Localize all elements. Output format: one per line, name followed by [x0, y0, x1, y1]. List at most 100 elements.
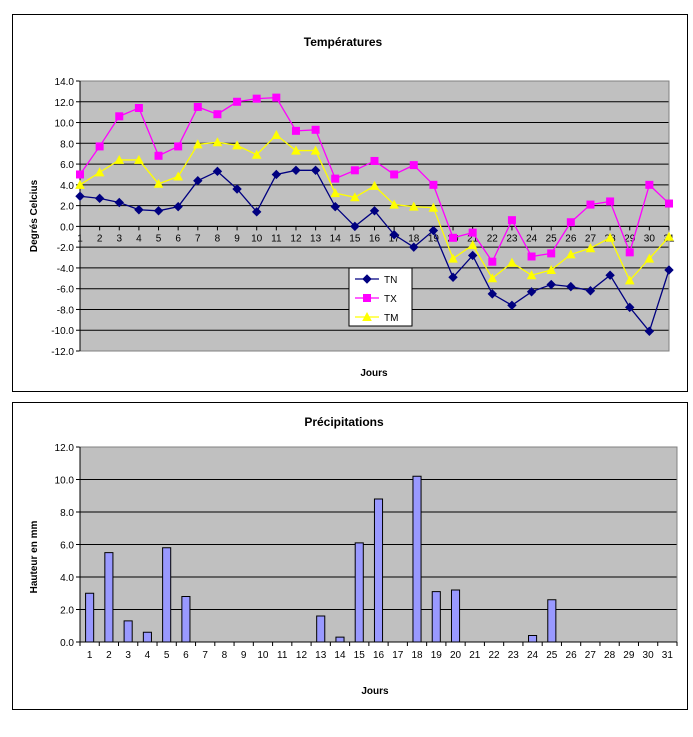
series-point-tx — [607, 198, 614, 205]
legend-label-tm: TM — [384, 313, 398, 324]
temperature-x-tick-label: 6 — [175, 233, 181, 244]
precipitation-x-tick-label: 6 — [183, 650, 189, 661]
precipitation-x-tick-label: 15 — [354, 650, 366, 661]
precipitation-y-tick-label: 6.0 — [60, 541, 74, 552]
precipitation-x-tick-label: 29 — [623, 650, 635, 661]
precipitation-x-tick-label: 12 — [296, 650, 308, 661]
temperature-y-tick-label: 10.0 — [55, 119, 75, 130]
precipitation-x-tick-label: 10 — [257, 650, 269, 661]
precipitation-x-tick-label: 13 — [315, 650, 327, 661]
precipitation-x-tick-label: 21 — [469, 650, 481, 661]
temperature-x-tick-label: 27 — [585, 233, 597, 244]
temperature-y-tick-label: 12.0 — [55, 98, 75, 109]
series-point-tx — [194, 103, 201, 110]
precipitation-x-tick-label: 17 — [392, 650, 404, 661]
temperature-x-tick-label: 16 — [369, 233, 381, 244]
precipitation-bar — [124, 621, 132, 642]
series-point-tx — [587, 201, 594, 208]
precipitation-bar — [413, 476, 421, 642]
series-point-tx — [312, 126, 319, 133]
series-point-tx — [135, 105, 142, 112]
precipitation-x-tick-label: 8 — [222, 650, 228, 661]
temperature-y-tick-label: -6.0 — [57, 285, 75, 296]
series-point-tx — [469, 229, 476, 236]
precipitation-chart: Précipitations Hauteur en mm Jours 12.01… — [13, 403, 687, 709]
series-point-tx — [528, 253, 535, 260]
series-point-tx — [96, 143, 103, 150]
series-point-tx — [391, 171, 398, 178]
temperature-x-tick-label: 8 — [215, 233, 221, 244]
temperature-x-tick-label: 26 — [565, 233, 577, 244]
series-point-tx — [646, 181, 653, 188]
precipitation-x-tick-label: 26 — [566, 650, 578, 661]
temperature-x-tick-label: 10 — [251, 233, 263, 244]
precipitation-x-tick-label: 9 — [241, 650, 247, 661]
precipitation-x-tick-label: 23 — [508, 650, 520, 661]
series-point-tx — [430, 181, 437, 188]
temperature-y-tick-label: -4.0 — [57, 264, 75, 275]
precipitation-x-tick-label: 11 — [277, 650, 288, 661]
precipitation-x-tick-label: 1 — [87, 650, 93, 661]
temperature-chart-frame: Températures Degrés Celcius Jours 14.0 12… — [12, 14, 688, 392]
precipitation-bar — [105, 553, 113, 642]
precipitation-x-tick-label: 19 — [431, 650, 443, 661]
series-point-tx — [666, 200, 673, 207]
precipitation-bar — [548, 600, 556, 642]
precipitation-x-tick-label: 4 — [145, 650, 151, 661]
temperature-x-tick-label: 25 — [546, 233, 558, 244]
precipitation-bar — [143, 632, 151, 642]
temperature-x-tick-label: 5 — [156, 233, 162, 244]
temperature-y-tick-label: 6.0 — [60, 160, 74, 171]
precipitation-chart-frame: Précipitations Hauteur en mm Jours 12.0 1… — [12, 402, 688, 710]
series-point-tx — [450, 234, 457, 241]
temperature-y-axis-label: Degrés Celcius — [29, 179, 40, 252]
series-point-tx — [116, 113, 123, 120]
precipitation-bar — [355, 543, 363, 642]
series-point-tx — [351, 167, 358, 174]
series-point-tx — [273, 94, 280, 101]
precipitation-x-tick-label: 7 — [202, 650, 208, 661]
series-point-tx — [489, 258, 496, 265]
precipitation-bar — [374, 499, 382, 642]
precipitation-chart-title: Précipitations — [304, 415, 384, 429]
temperature-x-axis-label: Jours — [360, 368, 388, 379]
precipitation-x-tick-label: 30 — [643, 650, 655, 661]
temperature-y-tick-label: 14.0 — [55, 77, 75, 88]
precipitation-bar — [182, 597, 190, 643]
precipitation-x-tick-label: 3 — [125, 650, 131, 661]
precipitation-bar — [432, 592, 440, 642]
precipitation-bar — [163, 548, 171, 642]
series-point-tx — [626, 249, 633, 256]
precipitation-y-tick-label: 8.0 — [60, 508, 74, 519]
temperature-x-tick-label: 30 — [644, 233, 656, 244]
precipitation-x-tick-label: 5 — [164, 650, 170, 661]
precipitation-x-tick-label: 14 — [334, 650, 346, 661]
temperature-chart: Températures Degrés Celcius Jours 14.012… — [13, 15, 687, 391]
precipitation-bar — [336, 637, 344, 642]
temperature-x-tick-label: 22 — [487, 233, 499, 244]
precipitation-x-tick-label: 2 — [106, 650, 112, 661]
series-point-tx — [155, 152, 162, 159]
series-point-tx — [234, 98, 241, 105]
temperature-x-tick-label: 12 — [290, 233, 302, 244]
precipitation-x-tick-label: 25 — [546, 650, 558, 661]
temperature-y-tick-label: 4.0 — [60, 181, 74, 192]
series-point-tx — [214, 111, 221, 118]
precipitation-y-axis-label: Hauteur en mm — [29, 520, 40, 593]
precipitation-y-tick-label: 12.0 — [55, 443, 75, 454]
legend-label-tn: TN — [384, 275, 397, 286]
temperature-x-tick-label: 19 — [428, 233, 440, 244]
temperature-y-tick-label: 0.0 — [60, 222, 74, 233]
series-point-tx — [371, 157, 378, 164]
precipitation-x-tick-label: 20 — [450, 650, 462, 661]
temperature-x-tick-label: 13 — [310, 233, 322, 244]
precipitation-y-tick-label: 0.0 — [60, 638, 74, 649]
precipitation-bar — [317, 616, 325, 642]
temperature-chart-title: Températures — [304, 35, 383, 49]
temperature-x-tick-label: 1 — [77, 233, 83, 244]
precipitation-y-tick-label: 2.0 — [60, 606, 74, 617]
precipitation-x-tick-label: 16 — [373, 650, 385, 661]
precipitation-x-tick-label: 27 — [585, 650, 597, 661]
series-point-tx — [175, 143, 182, 150]
precipitation-x-tick-label: 22 — [488, 650, 500, 661]
